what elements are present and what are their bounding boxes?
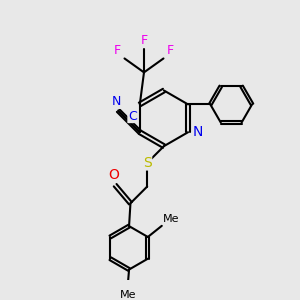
Text: N: N xyxy=(112,95,122,108)
Text: O: O xyxy=(108,168,119,182)
Text: N: N xyxy=(193,125,203,139)
Text: F: F xyxy=(114,44,121,57)
Text: Me: Me xyxy=(119,290,136,300)
Text: F: F xyxy=(140,34,148,47)
Text: C: C xyxy=(128,110,137,122)
Text: Me: Me xyxy=(163,214,180,224)
Text: F: F xyxy=(167,44,174,57)
Text: S: S xyxy=(143,156,152,170)
